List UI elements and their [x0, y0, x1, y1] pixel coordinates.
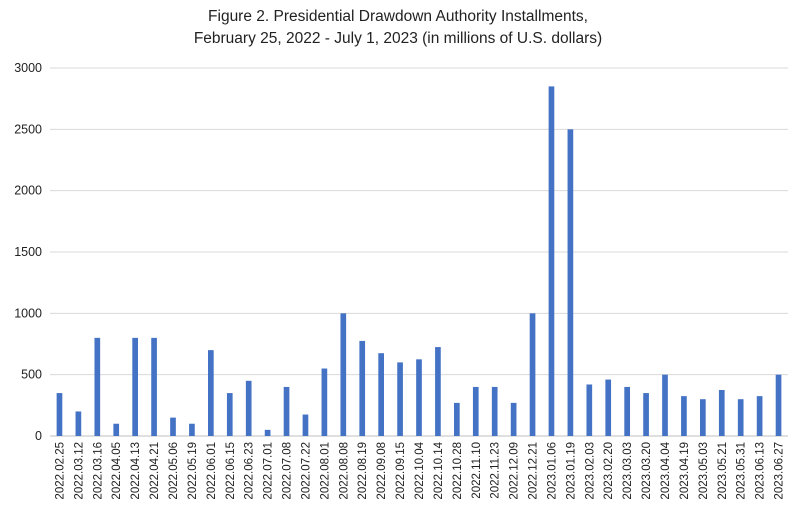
- bar: [226, 393, 233, 436]
- bar: [208, 350, 214, 436]
- bar: [321, 368, 328, 436]
- x-tick-label: 2022.12.21: [528, 442, 540, 500]
- y-tick-label: 1000: [14, 306, 42, 320]
- y-tick-label: 2000: [14, 184, 42, 198]
- bar: [245, 380, 252, 436]
- x-tick-label: 2023.04.04: [660, 441, 672, 499]
- x-tick-label: 2022.06.15: [225, 442, 237, 500]
- bar: [681, 396, 687, 436]
- x-tick-label: 2023.02.03: [584, 442, 596, 500]
- bar: [264, 429, 271, 436]
- bar: [359, 340, 366, 436]
- bar: [472, 386, 479, 436]
- y-tick-label: 0: [35, 429, 42, 443]
- bar: [302, 414, 309, 436]
- x-tick-label: 2022.04.21: [149, 442, 161, 500]
- y-tick-label: 1500: [14, 245, 42, 259]
- x-tick-label: 2022.08.19: [357, 442, 369, 500]
- x-tick-label: 2022.03.12: [73, 442, 85, 500]
- bar: [132, 337, 138, 436]
- bar: [529, 313, 536, 436]
- x-tick-label: 2023.02.20: [603, 442, 615, 500]
- x-tick-label: 2022.08.08: [338, 442, 350, 500]
- bar: [756, 396, 763, 436]
- bar: [700, 399, 706, 436]
- bar: [378, 353, 384, 436]
- y-tick-label: 3000: [14, 61, 42, 75]
- x-tick-label: 2023.06.13: [755, 442, 767, 500]
- x-tick-label: 2023.01.06: [546, 442, 558, 500]
- x-tick-label: 2022.02.25: [54, 442, 66, 500]
- x-tick-label: 2023.01.19: [565, 442, 577, 500]
- x-tick-label: 2022.06.23: [244, 442, 256, 500]
- x-tick-label: 2023.05.21: [717, 442, 729, 500]
- x-tick-label: 2022.09.15: [395, 442, 407, 500]
- bar: [416, 359, 422, 436]
- bar: [605, 379, 612, 436]
- bar: [75, 411, 82, 436]
- x-tick-label: 2022.07.22: [300, 442, 312, 500]
- bar: [548, 86, 555, 437]
- bar: [397, 362, 403, 436]
- bar: [170, 417, 176, 436]
- x-tick-label: 2022.07.08: [282, 442, 294, 500]
- x-tick-label: 2022.10.14: [433, 441, 445, 499]
- chart-subtitle: February 25, 2022 - July 1, 2023 (in mil…: [193, 30, 603, 47]
- x-tick-label: 2023.03.03: [622, 442, 634, 500]
- x-tick-label: 2022.11.10: [471, 442, 483, 499]
- bar: [718, 390, 725, 436]
- x-tick-label: 2023.03.20: [641, 442, 653, 500]
- bar: [643, 393, 649, 436]
- bar: [662, 374, 668, 436]
- x-tick-label: 2022.07.01: [263, 442, 275, 500]
- chart-title: Figure 2. Presidential Drawdown Authorit…: [208, 8, 588, 25]
- bar: [567, 129, 574, 437]
- bar: [491, 386, 498, 436]
- bar: [454, 402, 460, 436]
- x-tick-label: 2022.06.01: [206, 442, 218, 500]
- x-tick-label: 2023.05.31: [736, 442, 748, 500]
- x-tick-label: 2022.04.05: [111, 442, 123, 500]
- y-tick-label: 2500: [14, 122, 42, 136]
- bar: [624, 386, 630, 436]
- bar: [151, 337, 157, 436]
- x-tick-label: 2022.09.08: [376, 442, 388, 500]
- bar: [113, 423, 120, 436]
- y-tick-label: 500: [21, 368, 42, 382]
- bar: [56, 393, 63, 436]
- x-tick-label: 2022.03.16: [92, 442, 104, 500]
- bar: [340, 313, 347, 436]
- bar: [586, 384, 593, 436]
- x-tick-label: 2022.10.28: [452, 442, 464, 500]
- x-tick-label: 2023.05.03: [698, 442, 710, 500]
- x-tick-label: 2022.04.13: [130, 442, 142, 500]
- bar: [283, 386, 290, 436]
- x-tick-label: 2022.11.23: [490, 442, 502, 499]
- x-tick-label: 2023.06.27: [774, 442, 786, 500]
- x-tick-label: 2022.05.19: [187, 442, 199, 500]
- x-tick-label: 2022.08.01: [319, 442, 331, 500]
- bar: [94, 337, 101, 436]
- x-tick-label: 2022.10.04: [414, 441, 426, 499]
- bar: [510, 402, 517, 436]
- x-tick-label: 2022.12.09: [509, 442, 521, 500]
- bar: [189, 423, 195, 436]
- bar: [737, 399, 744, 436]
- x-tick-label: 2022.05.06: [168, 442, 180, 500]
- x-tick-label: 2023.04.19: [679, 442, 691, 500]
- bar: [435, 347, 441, 436]
- bar: [775, 374, 782, 436]
